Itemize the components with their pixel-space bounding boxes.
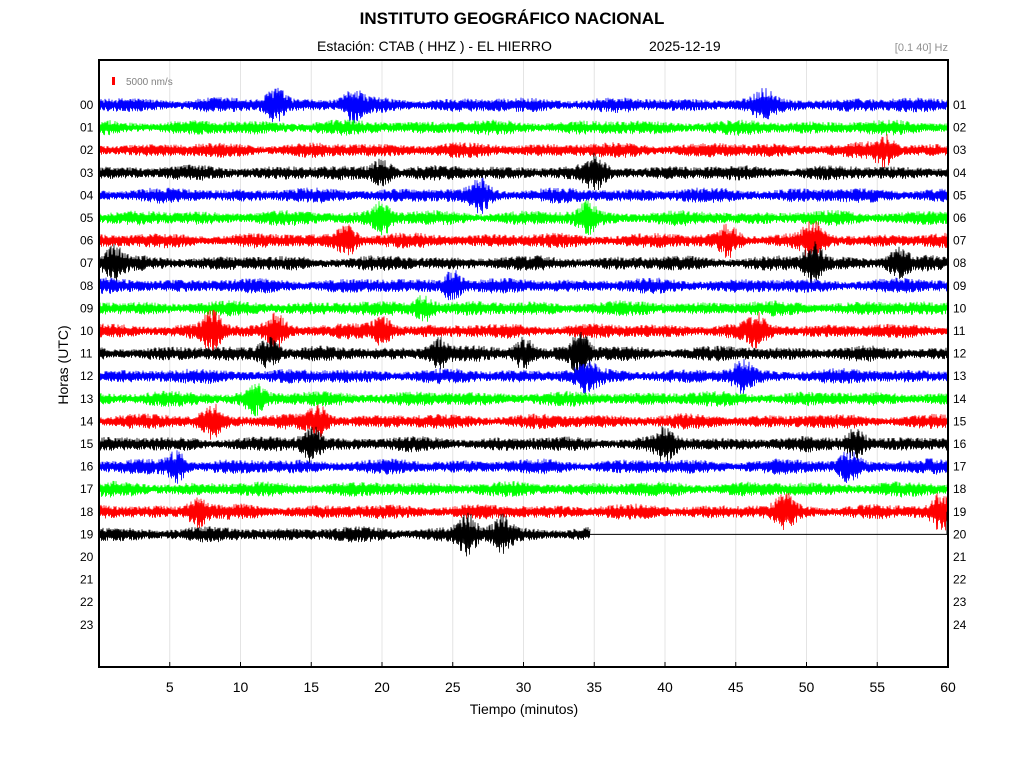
left-hour-label: 10 xyxy=(80,324,94,338)
left-hour-label: 08 xyxy=(80,279,94,293)
right-hour-labels: 01 02 03 04 05 06 07 08 09 10 11 12 13 14 15 16 17 18 19 20… xyxy=(953,98,967,632)
left-hour-label: 22 xyxy=(80,595,94,609)
trace-hour-04 xyxy=(98,177,949,214)
right-hour-label: 19 xyxy=(953,505,967,519)
station-label: Estación: CTAB ( HHZ ) - EL HIERRO xyxy=(317,38,552,54)
left-hour-label: 04 xyxy=(80,188,94,202)
left-hour-label: 23 xyxy=(80,618,94,632)
trace-hour-03 xyxy=(98,152,949,191)
x-tick-label: 45 xyxy=(728,679,744,695)
left-hour-label: 01 xyxy=(80,121,94,135)
trace-hour-14 xyxy=(98,403,949,440)
trace-hour-07 xyxy=(98,241,949,284)
left-hour-label: 05 xyxy=(80,211,94,225)
scale-bar xyxy=(112,77,115,85)
trace-hour-16 xyxy=(98,450,949,484)
right-hour-label: 15 xyxy=(953,414,967,428)
date-label: 2025-12-19 xyxy=(649,38,721,54)
x-tick-label: 40 xyxy=(657,679,673,695)
x-tick-label: 10 xyxy=(233,679,249,695)
right-hour-label: 12 xyxy=(953,347,967,361)
right-hour-label: 11 xyxy=(953,324,966,338)
left-hour-label: 02 xyxy=(80,143,94,157)
right-hour-label: 13 xyxy=(953,369,967,383)
trace-hour-17 xyxy=(98,480,949,498)
right-hour-label: 21 xyxy=(953,550,967,564)
x-axis-label: Tiempo (minutos) xyxy=(470,701,578,717)
x-tick-label: 55 xyxy=(869,679,885,695)
right-hour-label: 02 xyxy=(953,121,967,135)
trace-hour-19 xyxy=(98,512,591,557)
right-hour-label: 20 xyxy=(953,527,967,541)
right-hour-label: 05 xyxy=(953,188,967,202)
left-hour-label: 14 xyxy=(80,414,94,428)
left-hour-label: 12 xyxy=(80,369,94,383)
x-tick-label: 5 xyxy=(166,679,174,695)
left-hour-label: 09 xyxy=(80,301,94,315)
right-hour-label: 22 xyxy=(953,573,967,587)
right-hour-label: 06 xyxy=(953,211,967,225)
left-hour-label: 21 xyxy=(80,573,94,587)
x-tick-label: 25 xyxy=(445,679,461,695)
trace-hour-01 xyxy=(98,119,949,136)
right-hour-label: 01 xyxy=(953,98,967,112)
x-tick-label: 20 xyxy=(374,679,390,695)
x-tick-label: 35 xyxy=(586,679,602,695)
right-hour-label: 23 xyxy=(953,595,967,609)
left-hour-label: 00 xyxy=(80,98,94,112)
trace-hour-02 xyxy=(98,134,949,168)
left-hour-label: 03 xyxy=(80,166,94,180)
right-hour-label: 10 xyxy=(953,301,967,315)
seismic-traces xyxy=(98,87,949,557)
left-hour-label: 17 xyxy=(80,482,94,496)
x-tick-label: 50 xyxy=(799,679,815,695)
filter-band-label: [0.1 40] Hz xyxy=(894,42,948,54)
x-axis-ticks: 5 10 15 20 25 30 35 40 45 50 55 60 xyxy=(166,662,956,695)
left-hour-label: 19 xyxy=(80,527,94,541)
left-hour-label: 06 xyxy=(80,234,94,248)
left-hour-label: 13 xyxy=(80,392,94,406)
trace-hour-13 xyxy=(98,383,949,417)
trace-hour-18 xyxy=(98,492,949,531)
trace-hour-00 xyxy=(98,87,949,124)
x-tick-label: 30 xyxy=(516,679,532,695)
trace-hour-15 xyxy=(98,425,949,464)
left-hour-label: 15 xyxy=(80,437,94,451)
right-hour-label: 24 xyxy=(953,618,967,632)
right-hour-label: 16 xyxy=(953,437,967,451)
right-hour-label: 09 xyxy=(953,279,967,293)
left-hour-label: 07 xyxy=(80,256,94,270)
chart-title: INSTITUTO GEOGRÁFICO NACIONAL xyxy=(359,9,665,28)
trace-hour-10 xyxy=(98,309,949,352)
right-hour-label: 03 xyxy=(953,143,967,157)
right-hour-label: 07 xyxy=(953,234,967,248)
left-hour-label: 11 xyxy=(80,347,93,361)
trace-hour-09 xyxy=(98,295,949,322)
trace-hour-12 xyxy=(98,359,949,394)
trace-hour-06 xyxy=(98,221,949,259)
right-hour-label: 17 xyxy=(953,460,967,474)
right-hour-label: 08 xyxy=(953,256,967,270)
trace-hour-05 xyxy=(98,200,949,236)
right-hour-label: 18 xyxy=(953,482,967,496)
scale-label: 5000 nm/s xyxy=(126,77,173,88)
y-axis-label: Horas (UTC) xyxy=(55,325,71,404)
x-tick-label: 15 xyxy=(303,679,319,695)
trace-hour-08 xyxy=(98,270,949,301)
left-hour-label: 16 xyxy=(80,460,94,474)
right-hour-label: 14 xyxy=(953,392,967,406)
right-hour-label: 04 xyxy=(953,166,967,180)
left-hour-label: 20 xyxy=(80,550,94,564)
left-hour-labels: 00 01 02 03 04 05 06 07 08 09 10 11 12 13 14 15 16 17 18 19… xyxy=(80,98,94,632)
left-hour-label: 18 xyxy=(80,505,94,519)
x-tick-label: 60 xyxy=(940,679,956,695)
trace-hour-11 xyxy=(98,331,949,375)
